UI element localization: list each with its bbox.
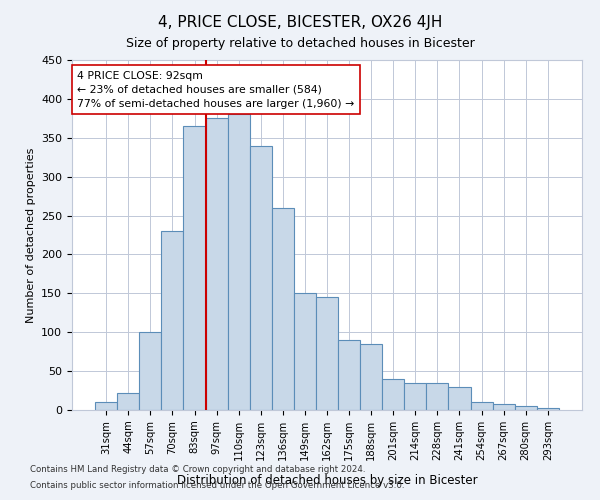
Bar [139, 332, 161, 410]
Bar [250, 146, 272, 410]
X-axis label: Distribution of detached houses by size in Bicester: Distribution of detached houses by size … [176, 474, 478, 487]
Bar [95, 402, 117, 410]
Text: 4 PRICE CLOSE: 92sqm
← 23% of detached houses are smaller (584)
77% of semi-deta: 4 PRICE CLOSE: 92sqm ← 23% of detached h… [77, 70, 355, 108]
Bar [117, 393, 139, 410]
Bar [161, 231, 184, 410]
Bar [515, 406, 537, 410]
Bar [382, 379, 404, 410]
Bar [184, 126, 206, 410]
Bar [272, 208, 294, 410]
Bar [360, 344, 382, 410]
Text: Contains HM Land Registry data © Crown copyright and database right 2024.: Contains HM Land Registry data © Crown c… [30, 466, 365, 474]
Bar [294, 294, 316, 410]
Bar [470, 402, 493, 410]
Bar [537, 408, 559, 410]
Bar [448, 386, 470, 410]
Bar [227, 114, 250, 410]
Bar [493, 404, 515, 410]
Bar [206, 118, 227, 410]
Bar [427, 383, 448, 410]
Bar [338, 340, 360, 410]
Bar [404, 383, 427, 410]
Bar [316, 297, 338, 410]
Text: 4, PRICE CLOSE, BICESTER, OX26 4JH: 4, PRICE CLOSE, BICESTER, OX26 4JH [158, 15, 442, 30]
Text: Contains public sector information licensed under the Open Government Licence v3: Contains public sector information licen… [30, 480, 404, 490]
Text: Size of property relative to detached houses in Bicester: Size of property relative to detached ho… [125, 38, 475, 51]
Y-axis label: Number of detached properties: Number of detached properties [26, 148, 35, 322]
